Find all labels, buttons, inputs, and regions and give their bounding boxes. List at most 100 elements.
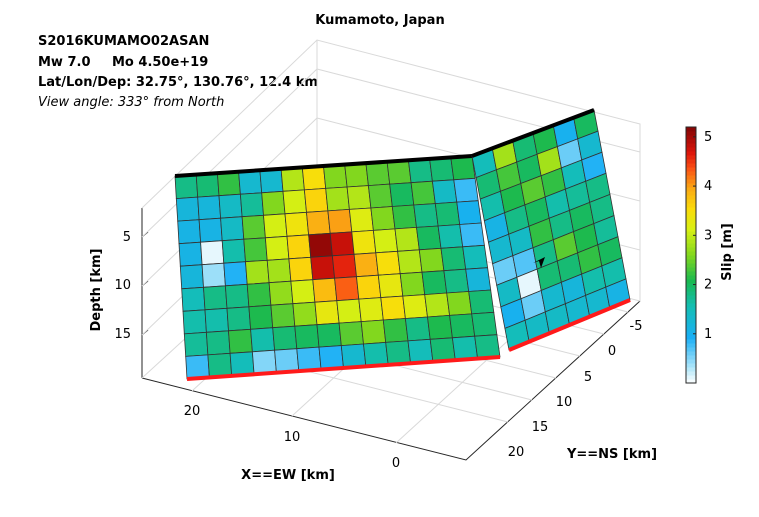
slip-patch [459,222,485,248]
slip-patch [351,229,377,255]
slip-patch [175,196,200,222]
slip-patch [399,271,426,297]
y-axis-label: Y==NS [km] [566,447,657,462]
z-tick-label: 5 [123,230,131,245]
slip-patch [248,304,274,330]
slip-patch [241,214,266,240]
slip-patch [397,249,423,275]
chart-title: Kumamoto, Japan [315,13,444,28]
slip-patch [303,187,329,213]
slip-patch [288,256,314,282]
slip-patch [323,164,348,189]
slip-patch [338,321,364,347]
slip-patch [474,334,501,360]
slip-patch [220,216,245,242]
slip-patch [334,276,360,302]
y-tick-label: 20 [508,445,525,460]
slip-patch [427,314,453,340]
slip-patch [223,261,248,287]
slip-patch [316,322,342,348]
x-tick-labels: 20 10 0 [184,404,400,471]
slip-patch [434,201,461,227]
slip-patch [185,354,210,380]
slip-patch [216,171,241,197]
slip-patch [468,289,495,315]
slip-patch [207,352,233,378]
fault-top-edge [471,108,595,158]
hypocenter-star-icon [533,257,545,268]
slip-patch [462,244,489,270]
colorbar-tick-label: 4 [704,179,712,194]
slip-patch [449,313,476,339]
slip-patch [203,285,228,311]
slip-patch [290,279,316,305]
slip-patch [246,282,272,308]
x-tick-label: 20 [184,404,201,419]
slip-patch [346,185,372,210]
slip-patch [380,295,406,321]
slip-patch [344,162,369,188]
slip-patch [340,343,367,369]
slip-patch [336,298,362,324]
slip-patch [224,283,250,309]
slip-patch [226,306,252,332]
slip-patch [367,183,393,209]
slip-patch [177,219,202,245]
slip-patch [266,258,292,284]
slip-patch [365,161,391,187]
slip-patch [261,190,286,216]
slip-patch [284,211,310,237]
slip-patch [280,166,305,192]
slip-patch [421,270,448,296]
colorbar-tick-label: 5 [704,130,712,145]
moment-text: Mo 4.50e+19 [112,55,208,70]
fault-segment [471,108,631,352]
slip-patch [386,159,412,185]
slip-patch [264,235,290,261]
slip-patch [195,172,220,198]
location-text: Lat/Lon/Dep: 32.75°, 130.76°, 12.4 km [38,75,318,90]
slip-patch [205,330,231,356]
slip-patch [228,328,253,354]
slip-patch [174,174,199,200]
depth-tick-labels: 5 10 15 [114,230,131,342]
slip-patch [407,158,433,184]
slip-patch [410,180,436,206]
slip-patch [465,267,492,292]
slip-patch [471,311,498,337]
z-tick-label: 10 [114,278,131,293]
slip-patch [310,255,336,281]
slip-patch [389,182,415,207]
slip-patch [429,156,455,182]
slip-patch [204,307,229,333]
slip-patch [243,237,268,263]
colorbar-tick-label: 2 [704,278,712,293]
slip-patch [312,277,338,303]
colorbar: 1 2 3 4 5 [685,126,712,384]
slip-patch [221,238,246,264]
fault-segment [174,154,501,381]
slip-patch [413,203,439,228]
fault-bottom-edge [508,298,631,352]
slip-patch [377,273,404,299]
y-tick-label: 15 [532,420,549,435]
slip-patch [296,346,322,372]
slip-patch [229,351,255,377]
slip-patch [178,241,203,267]
slip-patch [306,210,331,236]
colorbar-tick-label: 1 [704,327,712,342]
slip-patch [183,331,209,357]
slip-patch [325,186,350,212]
slip-patch [407,338,434,364]
slip-patch [268,280,294,306]
slip-patch [327,208,353,234]
colorbar-tick-label: 3 [704,228,712,243]
z-tick-label: 15 [114,327,131,342]
slip-patch [451,335,479,361]
slip-patch [356,274,382,300]
slip-patch [348,207,374,233]
slip-patch [385,340,412,366]
slip-patch [238,169,263,195]
slip-patch [437,224,464,249]
